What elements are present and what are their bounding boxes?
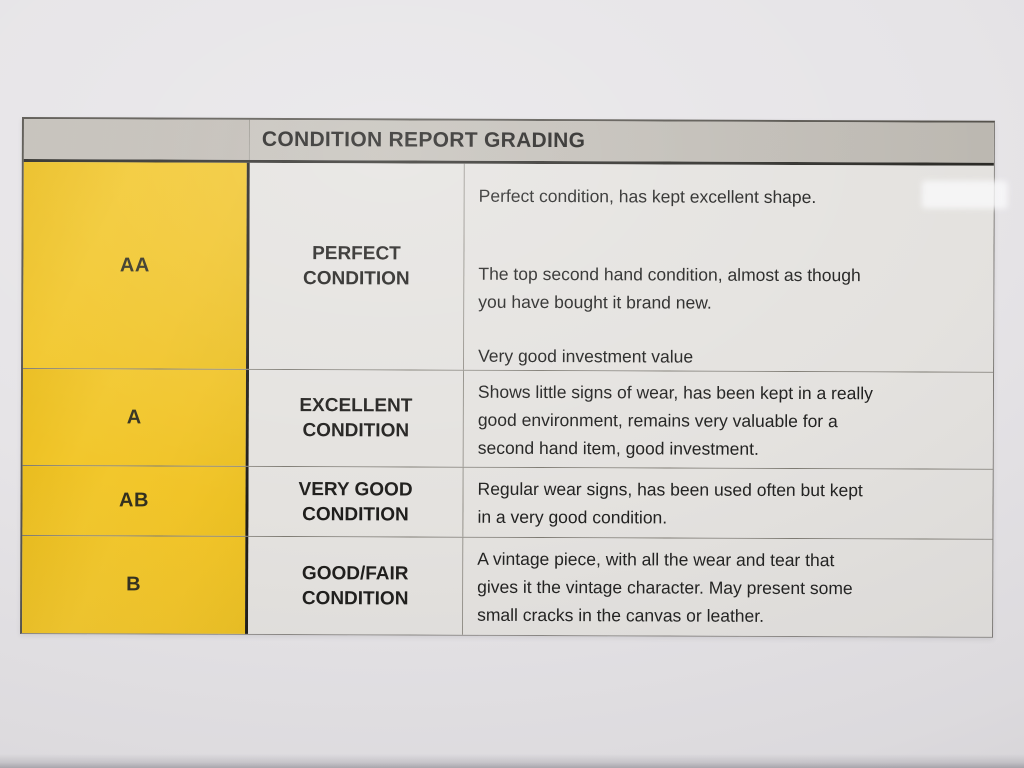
table-row: AB VERY GOOD CONDITION Regular wear sign… <box>22 465 993 539</box>
grade-cell: AB <box>22 466 249 536</box>
description-paragraph: Regular wear signs, has been used often … <box>477 478 863 528</box>
grade-cell: A <box>22 369 250 466</box>
description-paragraph: The top second hand condition, almost as… <box>478 263 861 313</box>
condition-name-cell: EXCELLENT CONDITION <box>248 369 465 467</box>
description-paragraph: A vintage piece, with all the wear and t… <box>477 548 853 626</box>
description-cell: Shows little signs of wear, has been kep… <box>463 370 994 469</box>
description-cell: Regular wear signs, has been used often … <box>463 467 993 539</box>
table-row: A EXCELLENT CONDITION Shows little signs… <box>22 368 994 469</box>
condition-name-cell: PERFECT CONDITION <box>249 162 465 370</box>
condition-name-cell: GOOD/FAIR CONDITION <box>248 536 464 635</box>
table-row: B GOOD/FAIR CONDITION A vintage piece, w… <box>22 535 993 637</box>
description-paragraph: Very good investment value <box>478 345 694 367</box>
condition-name-cell: VERY GOOD CONDITION <box>248 466 464 537</box>
description-paragraph: Shows little signs of wear, has been kep… <box>477 381 873 459</box>
description-cell: Perfect condition, has kept excellent sh… <box>464 163 994 372</box>
header-blank-cell <box>23 119 250 160</box>
condition-name-label: VERY GOOD CONDITION <box>298 478 413 525</box>
description-paragraph: Perfect condition, has kept excellent sh… <box>478 185 817 208</box>
condition-name-label: EXCELLENT CONDITION <box>299 395 413 442</box>
photo-bottom-shadow <box>0 754 1024 768</box>
description-cell: A vintage piece, with all the wear and t… <box>463 537 993 637</box>
condition-name-label: PERFECT CONDITION <box>303 243 410 290</box>
grade-cell: AA <box>23 162 250 369</box>
condition-name-label: GOOD/FAIR CONDITION <box>301 562 409 609</box>
table-title: CONDITION REPORT GRADING <box>249 119 994 163</box>
table-row: AA PERFECT CONDITION Perfect condition, … <box>23 162 994 372</box>
grade-cell: B <box>22 536 249 634</box>
table-header-row: CONDITION REPORT GRADING <box>23 119 994 166</box>
condition-grading-table: CONDITION REPORT GRADING AA PERFECT COND… <box>20 117 1008 638</box>
